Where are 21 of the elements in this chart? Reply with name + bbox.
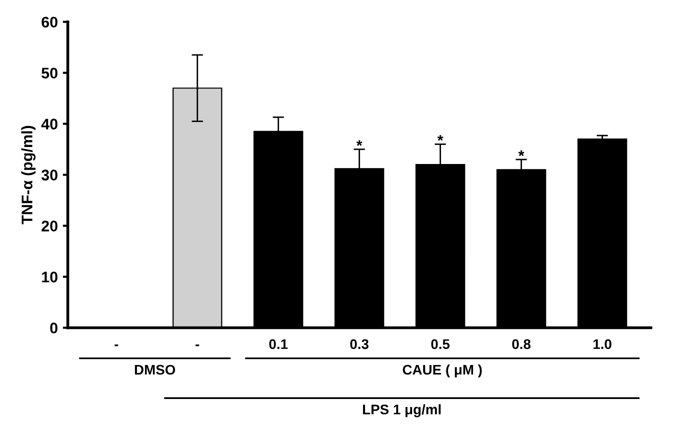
x-tick-label: 0.3 — [350, 339, 368, 350]
text: CAUE ( μM ) — [402, 364, 482, 378]
text: DMSO — [134, 364, 176, 375]
y-tick-label: 60 — [42, 16, 58, 28]
x-tick-label: 1.0 — [594, 339, 612, 350]
x-tick-label: 0.8 — [512, 339, 531, 350]
y-tick-label: 0 — [50, 322, 58, 334]
y-tick-label: 10 — [42, 272, 58, 282]
y-axis-title: TNF-α (pg/ml) — [21, 126, 36, 224]
y-tick-label: 30 — [41, 170, 58, 181]
y-tick-label: 40 — [41, 118, 58, 130]
text: LPS 1 μg/ml — [363, 404, 441, 418]
annotation: * — [437, 135, 444, 141]
y-tick-label: 50 — [42, 68, 58, 79]
annotation: * — [518, 150, 524, 156]
x-tick-label: 0.5 — [431, 339, 450, 350]
y-tick-label: 20 — [42, 220, 58, 232]
annotation: * — [356, 140, 362, 146]
x-tick-label: - — [114, 344, 118, 346]
x-tick-label: - — [196, 344, 200, 346]
x-tick-label: 0.1 — [269, 339, 288, 350]
